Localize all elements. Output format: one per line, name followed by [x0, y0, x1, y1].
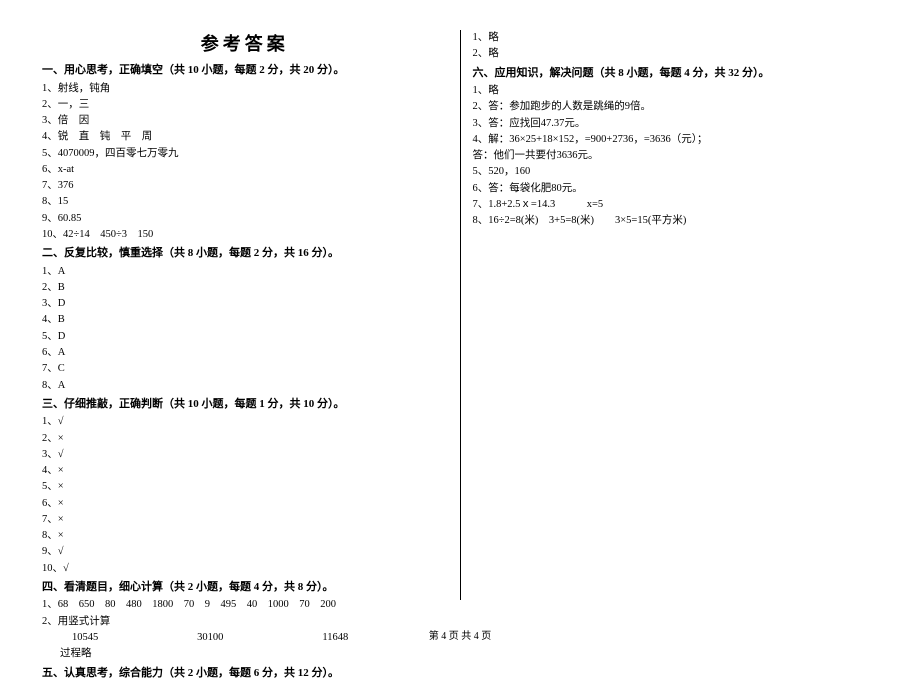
s2-item: 1、A — [42, 264, 448, 280]
s3-item: 8、× — [42, 528, 448, 544]
s2-item: 8、A — [42, 378, 448, 394]
column-left: 参考答案 一、用心思考，正确填空（共 10 小题，每题 2 分，共 20 分）。… — [30, 30, 461, 600]
section-5-heading: 五、认真思考，综合能力（共 2 小题，每题 6 分，共 12 分）。 — [42, 665, 448, 681]
s1-item: 5、4070009，四百零七万零九 — [42, 146, 448, 162]
s2-item: 3、D — [42, 296, 448, 312]
s3-item: 9、√ — [42, 544, 448, 560]
s1-item: 4、锐 直 钝 平 周 — [42, 129, 448, 145]
s3-item: 10、√ — [42, 561, 448, 577]
s3-item: 3、√ — [42, 447, 448, 463]
s3-item: 4、× — [42, 463, 448, 479]
s6-item: 答：他们一共要付3636元。 — [473, 148, 879, 164]
s1-item: 3、倍 因 — [42, 113, 448, 129]
s1-item: 1、射线，钝角 — [42, 81, 448, 97]
s2-item: 4、B — [42, 312, 448, 328]
s6-item: 3、答：应找回47.37元。 — [473, 116, 879, 132]
s4-line3: 过程略 — [42, 646, 448, 662]
s1-item: 8、15 — [42, 194, 448, 210]
s3-item: 1、√ — [42, 414, 448, 430]
s2-item: 6、A — [42, 345, 448, 361]
s6-item: 8、16÷2=8(米) 3+5=8(米) 3×5=15(平方米) — [473, 213, 879, 229]
section-6-heading: 六、应用知识，解决问题（共 8 小题，每题 4 分，共 32 分）。 — [473, 65, 879, 82]
s6-item: 2、答：参加跑步的人数是跳绳的9倍。 — [473, 99, 879, 115]
page-footer: 第 4 页 共 4 页 — [0, 627, 920, 642]
section-1-heading: 一、用心思考，正确填空（共 10 小题，每题 2 分，共 20 分）。 — [42, 62, 448, 79]
s6-item: 1、略 — [473, 83, 879, 99]
s4-line1: 1、68 650 80 480 1800 70 9 495 40 1000 70… — [42, 597, 448, 613]
s3-item: 7、× — [42, 512, 448, 528]
s1-item: 10、42÷14 450÷3 150 — [42, 227, 448, 243]
column-right: 1、略 2、略 六、应用知识，解决问题（共 8 小题，每题 4 分，共 32 分… — [461, 30, 891, 600]
page-title: 参考答案 — [42, 30, 448, 56]
s3-item: 5、× — [42, 479, 448, 495]
s3-item: 6、× — [42, 496, 448, 512]
s2-item: 7、C — [42, 361, 448, 377]
s6-item: 6、答：每袋化肥80元。 — [473, 181, 879, 197]
section-2-heading: 二、反复比较，慎重选择（共 8 小题，每题 2 分，共 16 分）。 — [42, 245, 448, 262]
s2-item: 5、D — [42, 329, 448, 345]
section-4-heading: 四、看清题目，细心计算（共 2 小题，每题 4 分，共 8 分）。 — [42, 579, 448, 596]
s6-item: 7、1.8+2.5ｘ=14.3 x=5 — [473, 197, 879, 213]
s1-item: 7、376 — [42, 178, 448, 194]
s1-item: 2、一，三 — [42, 97, 448, 113]
s1-item: 9、60.85 — [42, 211, 448, 227]
s3-item: 2、× — [42, 431, 448, 447]
s1-item: 6、x-at — [42, 162, 448, 178]
s6-item: 4、解：36×25+18×152，=900+2736，=3636（元）； — [473, 132, 879, 148]
s5-item: 1、略 — [473, 30, 879, 46]
section-3-heading: 三、仔细推敲，正确判断（共 10 小题，每题 1 分，共 10 分）。 — [42, 396, 448, 413]
s6-item: 5、520，160 — [473, 164, 879, 180]
s5-item: 2、略 — [473, 46, 879, 62]
s2-item: 2、B — [42, 280, 448, 296]
page-container: 参考答案 一、用心思考，正确填空（共 10 小题，每题 2 分，共 20 分）。… — [0, 0, 920, 625]
